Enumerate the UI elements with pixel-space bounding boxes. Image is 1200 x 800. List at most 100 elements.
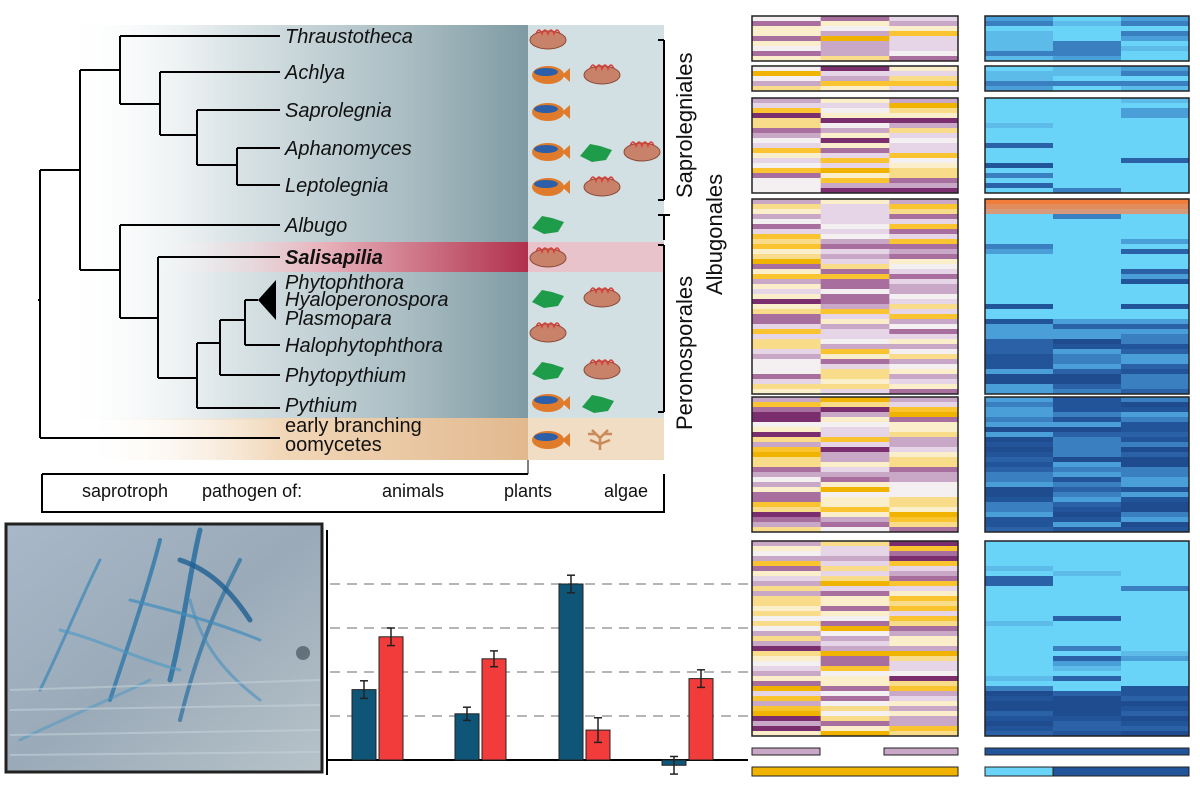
heatmap-cell: [1053, 546, 1122, 552]
heatmap-cell: [1053, 178, 1122, 184]
heatmap-cell: [752, 467, 822, 473]
heatmap-cell: [1053, 138, 1122, 144]
heatmap-cell: [820, 517, 890, 523]
heatmap-cell: [985, 148, 1054, 154]
heatmap-cell: [1121, 641, 1190, 647]
heatmap-cell: [820, 259, 890, 265]
heatmap-cell: [985, 636, 1054, 642]
heatmap-summary-strip: [1052, 766, 1190, 777]
heatmap-block-border: [984, 198, 1190, 395]
heatmap-cell: [820, 188, 890, 194]
heatmap-cell: [889, 731, 959, 737]
heatmap-cell: [889, 527, 959, 533]
heatmap-cell: [1053, 716, 1122, 722]
heatmap-cell: [752, 123, 822, 129]
heatmap-cell: [1121, 432, 1190, 438]
heatmap-cell: [820, 108, 890, 114]
heatmap-cell: [752, 41, 822, 47]
heatmap-cell: [1121, 31, 1190, 37]
heatmap-cell: [820, 31, 890, 37]
heatmap-cell: [985, 437, 1054, 443]
heatmap-cell: [820, 696, 890, 702]
heatmap-cell: [820, 334, 890, 340]
heatmap-cell: [752, 681, 822, 687]
heatmap-cell: [889, 314, 959, 320]
heatmap-cell: [752, 487, 822, 493]
heatmap-cell: [985, 309, 1054, 315]
heatmap-cell: [889, 566, 959, 572]
heatmap-cell: [889, 379, 959, 385]
heatmap-cell: [985, 472, 1054, 478]
heatmap-cell: [1053, 472, 1122, 478]
heatmap-cell: [1121, 71, 1190, 77]
animal-icon: [529, 322, 567, 343]
heatmap-cell: [1053, 349, 1122, 355]
heatmap-cell: [1053, 681, 1122, 687]
heatmap-cell: [820, 616, 890, 622]
heatmap-cell: [1053, 133, 1122, 139]
animal-icon: [583, 176, 621, 197]
heatmap-cell: [889, 427, 959, 433]
heatmap-cell: [889, 118, 959, 124]
heatmap-cell: [752, 601, 822, 607]
heatmap-cell: [820, 497, 890, 503]
heatmap-cell: [889, 616, 959, 622]
heatmap-cell: [1121, 76, 1190, 82]
heatmap-cell: [1121, 631, 1190, 637]
heatmap-cell: [820, 76, 890, 82]
heatmap-cell: [1053, 344, 1122, 350]
heatmap-cell: [889, 502, 959, 508]
heatmap-cell: [752, 289, 822, 295]
heatmap-cell: [985, 359, 1054, 365]
heatmap-cell: [752, 432, 822, 438]
heatmap-cell: [1121, 546, 1190, 552]
heatmap-cell: [752, 636, 822, 642]
heatmap-cell: [752, 36, 822, 42]
heatmap-cell: [820, 611, 890, 617]
heatmap-cell: [1053, 244, 1122, 250]
heatmap-cell: [1121, 86, 1190, 92]
heatmap-cell: [752, 344, 822, 350]
heatmap-cell: [752, 254, 822, 260]
heatmap-cell: [985, 254, 1054, 260]
heatmap-cell: [889, 651, 959, 657]
heatmap-cell: [752, 721, 822, 727]
heatmap-cell: [1053, 374, 1122, 380]
heatmap-cell: [752, 457, 822, 463]
heatmap-cell: [820, 229, 890, 235]
heatmap-cell: [752, 304, 822, 310]
heatmap-cell: [820, 264, 890, 270]
heatmap-cell: [752, 576, 822, 582]
heatmap-cell: [889, 36, 959, 42]
heatmap-cell: [820, 691, 890, 697]
heatmap-cell: [1121, 576, 1190, 582]
heatmap-cell: [889, 128, 959, 134]
heatmap-cell: [752, 497, 822, 503]
heatmap-cell: [985, 289, 1054, 295]
heatmap-cell: [1053, 234, 1122, 240]
heatmap-cell: [752, 369, 822, 375]
heatmap-cell: [752, 397, 822, 403]
plant-icon: [582, 395, 614, 413]
heatmap-cell: [985, 487, 1054, 493]
heatmap-cell: [752, 284, 822, 290]
heatmap-cell: [1121, 204, 1190, 210]
heatmap-cell: [985, 502, 1054, 508]
bar-chart: [326, 530, 748, 775]
heatmap-cell: [1121, 407, 1190, 413]
heatmap-cell: [820, 671, 890, 677]
heatmap-cell: [1121, 304, 1190, 310]
heatmap-cell: [820, 354, 890, 360]
heatmap-cell: [820, 299, 890, 305]
heatmap-cell: [1121, 422, 1190, 428]
heatmap-cell: [985, 229, 1054, 235]
heatmap-cell: [1053, 646, 1122, 652]
heatmap-cell: [820, 442, 890, 448]
heatmap-cell: [985, 76, 1054, 82]
heatmap-cell: [752, 103, 822, 109]
heatmap-cell: [1053, 522, 1122, 528]
heatmap-cell: [820, 566, 890, 572]
heatmap-cell: [985, 452, 1054, 458]
heatmap-cell: [1121, 26, 1190, 32]
heatmap-cell: [820, 364, 890, 370]
